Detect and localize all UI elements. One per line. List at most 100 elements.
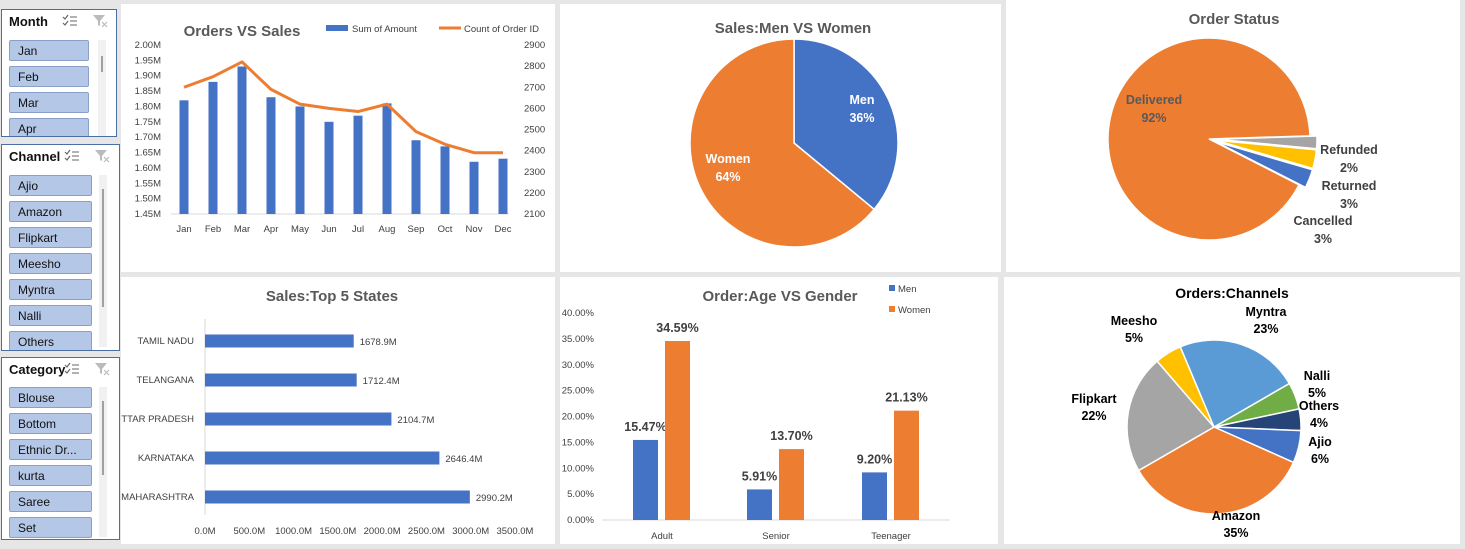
legend-label-men: Men <box>898 284 916 295</box>
bar-adult-women <box>665 340 690 520</box>
month-slicer-scrollbar[interactable] <box>98 40 106 136</box>
orders-channels-panel[interactable]: Orders:Channels Nalli 5% Others 4% Ajio 6% Amaz… <box>1004 277 1460 544</box>
month-slicer[interactable]: Month Jan Feb Mar Apr <box>1 9 117 137</box>
clear-filter-icon[interactable] <box>94 362 110 376</box>
slice-pct-amazon: 35% <box>1223 526 1248 540</box>
category-label-telangana: TELANGANA <box>136 375 194 386</box>
bar-maharashtra <box>205 490 470 504</box>
category-slicer-scrollbar[interactable] <box>99 387 107 537</box>
slice-label-cancelled: Cancelled <box>1293 214 1352 228</box>
slice-label-myntra: Myntra <box>1246 305 1288 319</box>
order-status-chart: Order Status Delivered 92% Refunded 2% Return… <box>1107 11 1378 246</box>
slicer-item-bottom[interactable]: Bottom <box>9 413 92 434</box>
age-vs-gender-panel[interactable]: Order:Age VS Gender Men Women 40.00% 35.00% 3… <box>560 277 998 544</box>
slice-pct-meesho: 5% <box>1125 331 1143 345</box>
slicer-item-jan[interactable]: Jan <box>9 40 89 61</box>
slicer-item-saree[interactable]: Saree <box>9 491 92 512</box>
clear-filter-icon[interactable] <box>94 149 110 163</box>
slicer-item-apr[interactable]: Apr <box>9 118 89 136</box>
x-tick-label: 3000.0M <box>452 526 489 537</box>
channel-slice-flipkart <box>1126 360 1216 472</box>
y-tick-label: 15.00% <box>562 437 595 448</box>
channel-slicer-scrollbar[interactable] <box>99 175 107 347</box>
x-tick-label-teenager: Teenager <box>871 531 911 542</box>
multi-select-icon[interactable] <box>64 149 80 163</box>
slicer-item-others[interactable]: Others <box>9 331 92 350</box>
orders-vs-sales-panel[interactable]: Orders VS Sales Sum of Amount Count of Ord… <box>121 4 555 272</box>
y-tick-label: 25.00% <box>562 386 595 397</box>
clear-filter-icon[interactable] <box>92 14 108 28</box>
data-label-senior-men: 5.91% <box>742 469 777 483</box>
age-vs-gender-chart: Order:Age VS Gender Men Women 40.00% 35.00% 3… <box>562 284 950 542</box>
y-tick-label: 20.00% <box>562 412 595 423</box>
legend-label-count-of-order-id: Count of Order ID <box>464 24 539 35</box>
x-tick-label-nov: Nov <box>466 224 483 235</box>
multi-select-icon[interactable] <box>64 362 80 376</box>
slice-pct-ajio: 6% <box>1311 452 1329 466</box>
slicer-item-blouse[interactable]: Blouse <box>9 387 92 408</box>
slice-pct-others: 4% <box>1310 416 1328 430</box>
slicer-item-feb[interactable]: Feb <box>9 66 89 87</box>
channel-slicer[interactable]: Channel Ajio Amazon Flipkart Meesho Mynt… <box>1 144 120 351</box>
status-slice-delivered <box>1107 37 1311 241</box>
slicer-item-kurta[interactable]: kurta <box>9 465 92 486</box>
x-tick-label-feb: Feb <box>205 224 221 235</box>
category-label-tamil-nadu: TAMIL NADU <box>138 336 195 347</box>
x-tick-label-jun: Jun <box>321 224 336 235</box>
scrollbar-thumb[interactable] <box>101 56 103 72</box>
channel-slicer-header: Channel <box>2 145 119 169</box>
slice-pct-refunded: 2% <box>1340 161 1358 175</box>
pie-slice-men <box>793 38 899 211</box>
x-tick-label: 2500.0M <box>408 526 445 537</box>
value-label-karnataka: 2646.4M <box>445 454 482 465</box>
data-label-teenager-women: 21.13% <box>885 391 927 405</box>
bar-uttar-pradesh <box>205 412 392 426</box>
y-right-tick-label: 2700 <box>524 82 545 93</box>
slicer-item-flipkart[interactable]: Flipkart <box>9 227 92 248</box>
y-left-tick-label: 1.60M <box>135 163 161 174</box>
value-label-maharashtra: 2990.2M <box>476 493 513 504</box>
chart-title: Sales:Men VS Women <box>715 20 871 37</box>
y-tick-label: 10.00% <box>562 463 595 474</box>
scrollbar-thumb[interactable] <box>102 401 104 475</box>
bar-jul <box>353 115 363 214</box>
slice-label-returned: Returned <box>1322 179 1377 193</box>
y-left-tick-label: 1.85M <box>135 86 161 97</box>
slicer-item-set[interactable]: Set <box>9 517 92 538</box>
order-status-panel[interactable]: Order Status Delivered 92% Refunded 2% Return… <box>1006 0 1460 272</box>
x-tick-label-senior: Senior <box>762 531 789 542</box>
category-slicer[interactable]: Category Blouse Bottom Ethnic Dr... kurt… <box>1 357 120 540</box>
value-label-tamil-nadu: 1678.9M <box>360 337 397 348</box>
bar-senior-women <box>779 449 804 520</box>
bar-sep <box>411 140 421 214</box>
slicer-item-mar[interactable]: Mar <box>9 92 89 113</box>
slicer-item-ethnic-dress[interactable]: Ethnic Dr... <box>9 439 92 460</box>
slice-pct-men: 36% <box>849 111 874 125</box>
x-tick-label-may: May <box>291 224 309 235</box>
orders-vs-sales-chart: Orders VS Sales Sum of Amount Count of Ord… <box>135 23 546 235</box>
y-right-tick-label: 2800 <box>524 61 545 72</box>
slice-label-meesho: Meesho <box>1111 314 1158 328</box>
sales-men-women-panel[interactable]: Sales:Men VS Women Men 36% Women 64% <box>560 4 1001 272</box>
slice-label-flipkart: Flipkart <box>1071 392 1117 406</box>
scrollbar-thumb[interactable] <box>102 189 104 307</box>
slicer-item-ajio[interactable]: Ajio <box>9 175 92 196</box>
slicer-item-myntra[interactable]: Myntra <box>9 279 92 300</box>
slicer-item-amazon[interactable]: Amazon <box>9 201 92 222</box>
slicer-item-nalli[interactable]: Nalli <box>9 305 92 326</box>
slice-label-amazon: Amazon <box>1212 509 1261 523</box>
multi-select-icon[interactable] <box>62 14 78 28</box>
top5-states-panel[interactable]: Sales:Top 5 States 0.0M 500.0M 1000.0M 1500.… <box>114 277 555 544</box>
bar-teenager-men <box>862 472 887 520</box>
slice-label-others: Others <box>1299 399 1339 413</box>
bar-feb <box>208 81 218 214</box>
y-left-tick-label: 1.55M <box>135 178 161 189</box>
x-tick-label: 0.0M <box>194 526 215 537</box>
category-slicer-header: Category <box>2 358 119 382</box>
x-tick-label-apr: Apr <box>264 224 279 235</box>
slicer-item-meesho[interactable]: Meesho <box>9 253 92 274</box>
legend-label-women: Women <box>898 305 931 316</box>
slice-pct-flipkart: 22% <box>1081 409 1106 423</box>
y-right-tick-label: 2300 <box>524 167 545 178</box>
top5-states-chart: Sales:Top 5 States 0.0M 500.0M 1000.0M 1500.… <box>114 288 533 537</box>
